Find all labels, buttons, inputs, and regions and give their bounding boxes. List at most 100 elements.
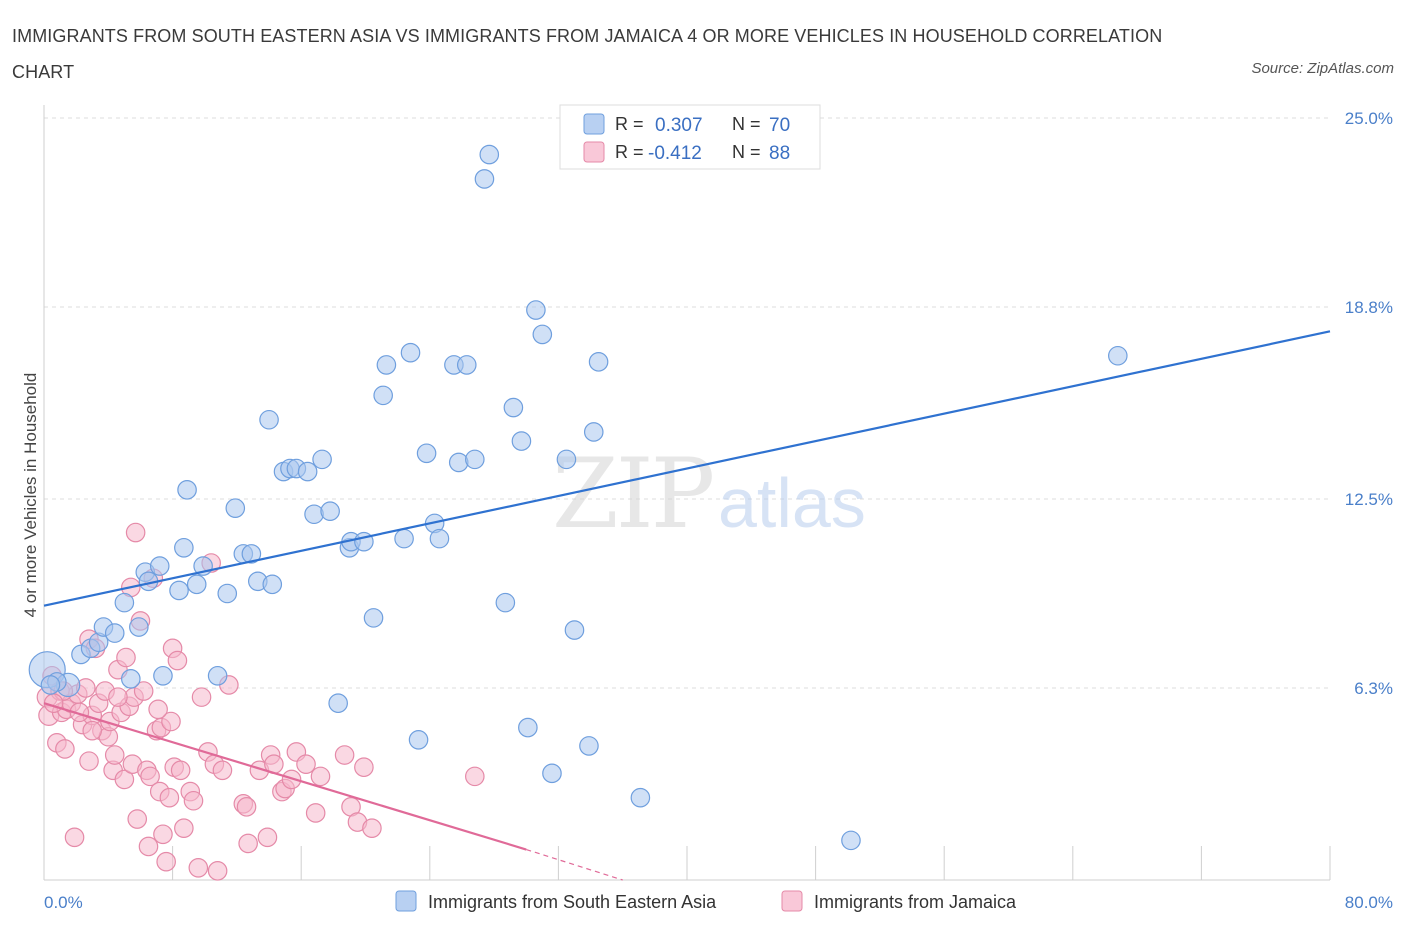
- jamaica-point-49: [167, 650, 188, 671]
- legend-r-value-2: -0.412: [648, 143, 702, 164]
- legend-n-value-2: 88: [769, 143, 790, 164]
- sea-point-20: [207, 665, 228, 686]
- y-tick-label-2: 18.8%: [1345, 298, 1393, 317]
- legend-swatch-pink: [583, 141, 605, 163]
- sea-point-33: [312, 449, 332, 470]
- y-tick-label-0: 6.3%: [1354, 679, 1393, 698]
- sea-point-16: [174, 537, 194, 558]
- sea-point-45: [416, 443, 437, 464]
- jamaica-point-32: [125, 522, 146, 543]
- jamaica-point-50: [170, 760, 191, 781]
- jamaica-point-37: [138, 836, 159, 857]
- sea-point-53: [479, 144, 500, 165]
- sea-point-18: [186, 574, 207, 595]
- jamaica-point-76: [334, 745, 355, 765]
- sea-point-51: [465, 449, 485, 470]
- y-tick-label-1: 12.5%: [1345, 490, 1393, 509]
- jamaica-point-55: [191, 687, 212, 707]
- sea-point-40: [373, 385, 393, 406]
- jamaica-point-45: [159, 787, 180, 808]
- sea-point-17: [177, 480, 197, 500]
- jamaica-point-80: [362, 818, 382, 838]
- jamaica-point-81: [465, 766, 485, 787]
- sea-point-43: [400, 342, 421, 363]
- jamaica-point-44: [156, 851, 176, 872]
- bottom-legend-label-sea: Immigrants from South Eastern Asia: [428, 892, 717, 912]
- sea-point-61: [556, 449, 577, 470]
- sea-point-59: [532, 324, 553, 345]
- sea-point-7: [104, 623, 125, 643]
- jamaica-point-63: [236, 797, 257, 817]
- y-tick-labels: 6.3% 12.5% 18.8% 25.0%: [1345, 109, 1393, 698]
- jamaica-point-6: [55, 739, 75, 759]
- jamaica-point-46: [161, 711, 181, 732]
- sea-point-66: [630, 787, 651, 808]
- jamaica-point-83: [69, 702, 90, 723]
- bottom-legend: Immigrants from South Eastern Asia Immig…: [395, 890, 1017, 912]
- sea-point-22: [225, 498, 246, 518]
- jamaica-point-27: [116, 647, 136, 668]
- jamaica-point-33: [127, 809, 148, 829]
- jamaica-point-38: [140, 766, 160, 787]
- jamaica-point-54: [188, 858, 209, 878]
- jamaica-point-43: [153, 824, 173, 845]
- jamaica-point-75: [310, 766, 331, 787]
- watermark: ZIP atlas: [552, 438, 866, 550]
- sea-point-15: [169, 580, 189, 601]
- legend-n-value-1: 70: [769, 115, 790, 136]
- legend-box: R = 0.307 N = 70 R = -0.412 N = 88: [559, 104, 821, 170]
- sea-point-21: [217, 583, 238, 604]
- legend-r-value-1: 0.307: [655, 115, 703, 136]
- sea-point-44: [408, 729, 429, 750]
- sea-point-10: [129, 617, 149, 637]
- jamaica-point-26: [114, 769, 135, 790]
- jamaica-point-59: [207, 861, 228, 881]
- jamaica-point-53: [183, 790, 204, 811]
- sea-point-34: [320, 501, 340, 521]
- legend-n-label-1: N =: [732, 114, 761, 134]
- x-tick-label-max: 80.0%: [1345, 893, 1393, 912]
- jamaica-point-79: [354, 757, 374, 778]
- jamaica-point-51: [174, 818, 194, 838]
- sea-point-64: [583, 422, 604, 442]
- y-axis-label: 4 or more Vehicles in Household: [21, 373, 40, 618]
- sea-point-41: [376, 355, 397, 375]
- bottom-legend-label-jamaica: Immigrants from Jamaica: [814, 892, 1017, 912]
- sea-point-47: [429, 528, 450, 549]
- trend-line-jamaica-extension: [526, 848, 623, 881]
- sea-point-24: [241, 544, 262, 564]
- sea-point-31: [297, 461, 318, 482]
- watermark-atlas: atlas: [718, 464, 866, 542]
- legend-swatch-blue: [583, 113, 605, 135]
- sea-point-63: [579, 736, 599, 756]
- jamaica-point-85: [108, 687, 128, 707]
- sea-point-42: [394, 528, 414, 549]
- sea-point-52: [474, 169, 495, 189]
- sea-point-62: [564, 620, 585, 640]
- watermark-zip: ZIP: [552, 438, 713, 550]
- legend-r-label-1: R =: [615, 114, 644, 134]
- bottom-legend-swatch-pink: [781, 890, 803, 912]
- sea-point-68: [1108, 345, 1128, 366]
- sea-point-39: [363, 608, 384, 628]
- jamaica-point-23: [104, 745, 125, 765]
- source-label: Source: ZipAtlas.com: [1251, 60, 1394, 77]
- y-tick-label-3: 25.0%: [1345, 109, 1393, 128]
- sea-point-13: [149, 556, 170, 576]
- sea-point-55: [503, 397, 524, 418]
- jamaica-point-13: [79, 751, 99, 771]
- jamaica-point-84: [82, 720, 103, 741]
- sea-point-65: [588, 352, 609, 372]
- jamaica-point-9: [64, 827, 85, 848]
- grid-lines: [44, 117, 1330, 689]
- sea-point-27: [259, 409, 279, 430]
- x-axis-ticks: [172, 846, 1331, 880]
- legend-n-label-2: N =: [732, 142, 761, 162]
- sea-point-14: [153, 665, 173, 686]
- jamaica-point-87: [148, 699, 168, 720]
- sea-point-67: [841, 830, 861, 851]
- sea-point-32: [304, 504, 324, 525]
- sea-point-26: [262, 574, 283, 595]
- legend-r-label-2: R =: [615, 142, 644, 162]
